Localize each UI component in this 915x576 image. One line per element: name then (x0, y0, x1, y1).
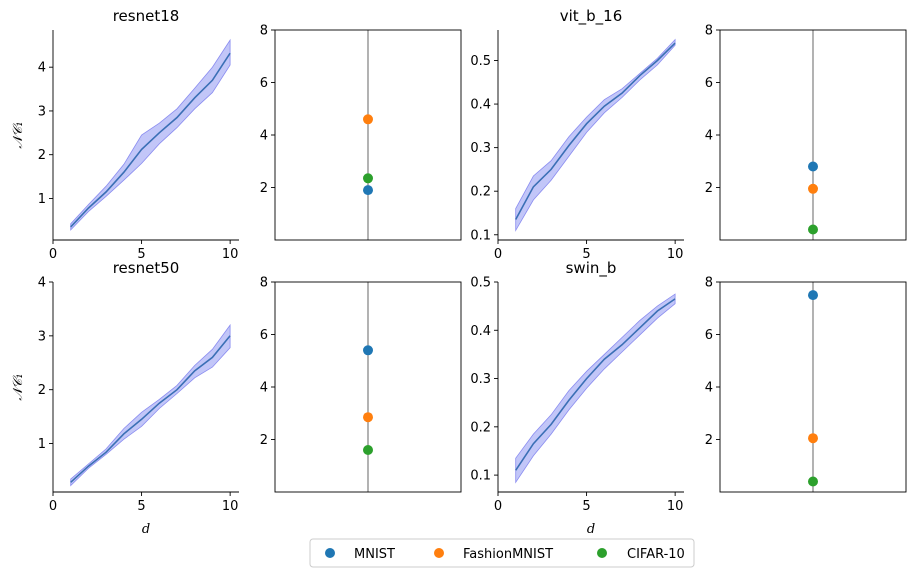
y-tick-label: 4 (38, 276, 46, 291)
y-tick-label: 8 (260, 24, 268, 39)
x-tick-label: 5 (582, 499, 590, 514)
y-tick-label: 2 (705, 181, 713, 196)
y-axis-label: 𝒩𝒞₁ (11, 121, 26, 148)
y-tick-label: 6 (705, 328, 713, 343)
confidence-band (70, 38, 231, 231)
point-cifar-10 (363, 173, 373, 184)
legend-marker (597, 548, 607, 558)
panel-title: resnet50 (113, 259, 180, 277)
confidence-band (70, 323, 231, 487)
x-tick-label: 0 (49, 499, 57, 514)
y-tick-label: 3 (38, 329, 46, 344)
point-cifar-10 (363, 445, 373, 455)
panel-8: 2 4 6 8 (705, 276, 907, 493)
x-tick-label: 0 (49, 247, 57, 262)
confidence-band (515, 38, 676, 232)
y-tick-label: 2 (705, 433, 713, 448)
legend-box (309, 538, 695, 568)
y-tick-label: 2 (260, 181, 268, 196)
x-tick-label: 0 (494, 247, 502, 262)
panel-1: 0 5 10 1 2 3 4 resnet18 𝒩𝒞₁ (11, 7, 239, 262)
y-tick-label: 2 (38, 148, 46, 163)
x-tick-label: 5 (582, 247, 590, 262)
y-tick-label: 4 (38, 61, 46, 76)
panel-title: resnet18 (113, 7, 180, 25)
point-mnist (363, 185, 373, 196)
y-tick-label: 0.3 (470, 141, 491, 156)
y-tick-label: 0.1 (470, 228, 491, 243)
y-tick-label: 1 (38, 437, 46, 452)
panel-5: 0 5 10 1 2 3 4 resnet50 d 𝒩𝒞₁ (11, 259, 239, 537)
legend: MNIST FashionMNIST CIFAR-10 (309, 538, 695, 568)
x-tick-label: 10 (222, 499, 239, 514)
y-tick-label: 6 (260, 76, 268, 91)
y-tick-label: 0.5 (470, 276, 491, 291)
panel-3: 0 5 10 0.1 0.2 0.3 0.4 0.5 vit_b_16 (470, 7, 684, 262)
x-tick-label: 5 (137, 247, 145, 262)
point-mnist (808, 161, 818, 172)
point-mnist (363, 345, 373, 356)
y-tick-label: 2 (38, 383, 46, 398)
panel-2: 2 4 6 8 (260, 24, 462, 241)
y-tick-label: 0.4 (470, 324, 491, 339)
mean-line (514, 42, 676, 220)
y-tick-label: 2 (260, 433, 268, 448)
point-cifar-10 (808, 476, 818, 487)
x-axis-label: d (142, 522, 150, 537)
x-tick-label: 10 (222, 247, 239, 262)
y-tick-label: 8 (705, 276, 713, 291)
x-axis-label: d (587, 522, 595, 537)
y-tick-label: 6 (260, 328, 268, 343)
legend-label: CIFAR-10 (627, 547, 685, 562)
x-tick-label: 0 (494, 499, 502, 514)
point-fashionmnist (363, 114, 373, 125)
y-tick-label: 4 (260, 129, 268, 144)
y-tick-label: 8 (260, 276, 268, 291)
mean-line (515, 298, 676, 471)
y-tick-label: 4 (705, 129, 713, 144)
y-tick-label: 0.3 (470, 372, 491, 387)
x-tick-label: 5 (137, 499, 145, 514)
y-tick-label: 0.2 (470, 185, 491, 200)
panel-4: 2 4 6 8 (705, 24, 907, 241)
point-fashionmnist (808, 183, 818, 194)
point-fashionmnist (808, 433, 818, 444)
panel-6: 2 4 6 8 (260, 276, 462, 493)
legend-label: MNIST (354, 547, 395, 562)
mean-line (70, 52, 231, 228)
point-fashionmnist (363, 412, 373, 423)
mean-line (70, 335, 231, 483)
legend-label: FashionMNIST (463, 547, 553, 562)
y-tick-label: 0.1 (470, 469, 491, 484)
y-tick-label: 0.5 (470, 54, 491, 69)
x-tick-label: 10 (667, 247, 684, 262)
point-mnist (808, 290, 818, 301)
y-tick-label: 4 (260, 381, 268, 396)
point-cifar-10 (808, 224, 818, 235)
y-tick-label: 3 (38, 104, 46, 119)
y-tick-label: 0.4 (470, 98, 491, 113)
panel-7: 0 5 10 0.1 0.2 0.3 0.4 0.5 swin_bd (470, 259, 684, 537)
legend-marker (434, 548, 444, 558)
x-tick-label: 10 (667, 499, 684, 514)
panel-title: swin_b (566, 259, 617, 278)
legend-marker (325, 548, 335, 558)
panel-title: vit_b_16 (560, 7, 623, 26)
y-tick-label: 8 (705, 24, 713, 39)
confidence-band (515, 293, 676, 484)
y-axis-label: 𝒩𝒞₁ (11, 373, 26, 400)
y-tick-label: 4 (705, 381, 713, 396)
y-tick-label: 0.2 (470, 420, 491, 435)
y-tick-label: 6 (705, 76, 713, 91)
y-tick-label: 1 (38, 192, 46, 207)
